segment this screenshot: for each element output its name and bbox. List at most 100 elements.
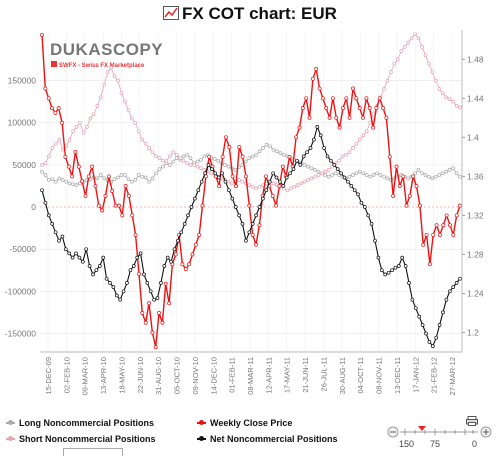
data-point-net	[142, 272, 146, 277]
y-left-tick-label: 150000	[8, 76, 37, 86]
data-point-weekly	[274, 203, 279, 208]
data-point-weekly	[93, 184, 98, 189]
data-point-weekly	[401, 174, 406, 179]
data-point-long	[226, 164, 231, 169]
data-point-weekly	[153, 345, 158, 350]
series-weekly	[40, 32, 462, 350]
legend-weekly-marker	[197, 420, 206, 425]
data-point-long	[171, 159, 176, 164]
data-point-net	[91, 272, 95, 277]
data-point-short	[351, 146, 355, 150]
data-point-long	[95, 176, 100, 181]
data-point-long	[174, 156, 179, 160]
data-point-weekly	[417, 203, 422, 208]
data-point-net	[114, 293, 119, 298]
data-point-short	[40, 163, 44, 167]
data-point-long	[136, 173, 141, 177]
data-point-short	[119, 91, 124, 96]
range-input-box[interactable]	[63, 448, 123, 456]
x-tick-label: 04-OCT-11	[356, 357, 365, 394]
data-point-weekly	[257, 223, 262, 228]
data-point-short	[444, 95, 449, 100]
data-point-net	[118, 297, 123, 302]
data-point-net	[121, 289, 126, 294]
data-point-short	[337, 158, 341, 163]
data-point-net	[373, 238, 377, 243]
data-point-net	[135, 255, 140, 260]
data-point-weekly	[294, 135, 299, 140]
data-point-net	[199, 179, 204, 184]
data-point-short	[140, 137, 145, 142]
data-point-weekly	[106, 174, 111, 179]
data-point-long	[368, 174, 373, 179]
data-point-net	[223, 179, 228, 184]
time-range-slider[interactable]: 150 75 0	[385, 425, 497, 451]
data-point-short	[257, 184, 262, 189]
x-tick-label: 30-AUG-11	[338, 357, 347, 394]
data-point-long	[264, 142, 269, 147]
data-point-net	[322, 146, 326, 150]
data-point-short	[167, 154, 172, 159]
data-point-net	[179, 230, 184, 235]
data-point-short	[237, 178, 241, 182]
data-point-net	[383, 272, 388, 277]
data-point-short	[406, 40, 411, 45]
data-point-short	[299, 181, 303, 186]
data-point-weekly	[66, 164, 71, 169]
data-point-net	[203, 171, 207, 176]
data-point-net	[60, 234, 65, 239]
data-point-short	[451, 99, 455, 104]
data-point-weekly	[254, 242, 258, 247]
data-point-net	[403, 264, 408, 268]
data-point-weekly	[116, 203, 121, 208]
data-point-long	[119, 173, 124, 177]
data-point-short	[154, 154, 158, 159]
series-layer	[40, 32, 462, 350]
data-point-weekly	[220, 154, 225, 159]
print-icon[interactable]	[466, 416, 478, 426]
data-point-weekly	[217, 184, 222, 189]
data-point-net	[169, 259, 173, 264]
data-point-net	[458, 276, 462, 281]
data-point-net	[359, 200, 364, 205]
data-point-long	[195, 159, 200, 164]
data-point-net	[267, 179, 272, 184]
data-point-weekly	[371, 125, 376, 130]
x-tick-label: 05-OCT-10	[173, 357, 182, 394]
data-point-long	[309, 166, 314, 171]
y-right-tick-label: 1.48	[467, 54, 484, 64]
data-point-short	[389, 70, 393, 74]
data-point-long	[98, 173, 103, 177]
data-point-short	[413, 32, 417, 37]
data-point-long	[216, 158, 221, 163]
data-point-net	[386, 270, 391, 275]
data-point-short	[188, 163, 193, 167]
data-point-short	[57, 137, 62, 142]
x-tick-label: 13-DEC-11	[393, 357, 402, 394]
data-point-short	[247, 183, 252, 187]
data-point-short	[174, 152, 179, 157]
data-point-weekly	[250, 232, 255, 237]
data-point-net	[261, 196, 265, 201]
data-point-short	[454, 104, 459, 108]
data-point-short	[71, 129, 75, 134]
data-point-long	[78, 181, 82, 186]
data-point-weekly	[448, 223, 452, 228]
slider-handle[interactable]	[418, 426, 426, 431]
data-point-short	[430, 70, 435, 74]
data-point-net	[424, 331, 428, 336]
data-point-net	[220, 171, 224, 176]
legend-long-marker	[6, 420, 15, 425]
data-point-short	[230, 181, 234, 186]
data-point-net	[162, 264, 167, 268]
data-point-weekly	[163, 281, 168, 286]
x-tick-label: 26-JUL-11	[319, 357, 328, 391]
data-point-long	[199, 157, 203, 162]
data-point-net	[128, 268, 133, 273]
data-point-net	[57, 238, 61, 243]
data-point-net	[441, 310, 445, 315]
data-point-weekly	[197, 232, 202, 237]
data-point-net	[444, 297, 449, 302]
y-right-tick-label: 1.2	[467, 327, 479, 337]
slider-track[interactable]	[385, 425, 497, 439]
